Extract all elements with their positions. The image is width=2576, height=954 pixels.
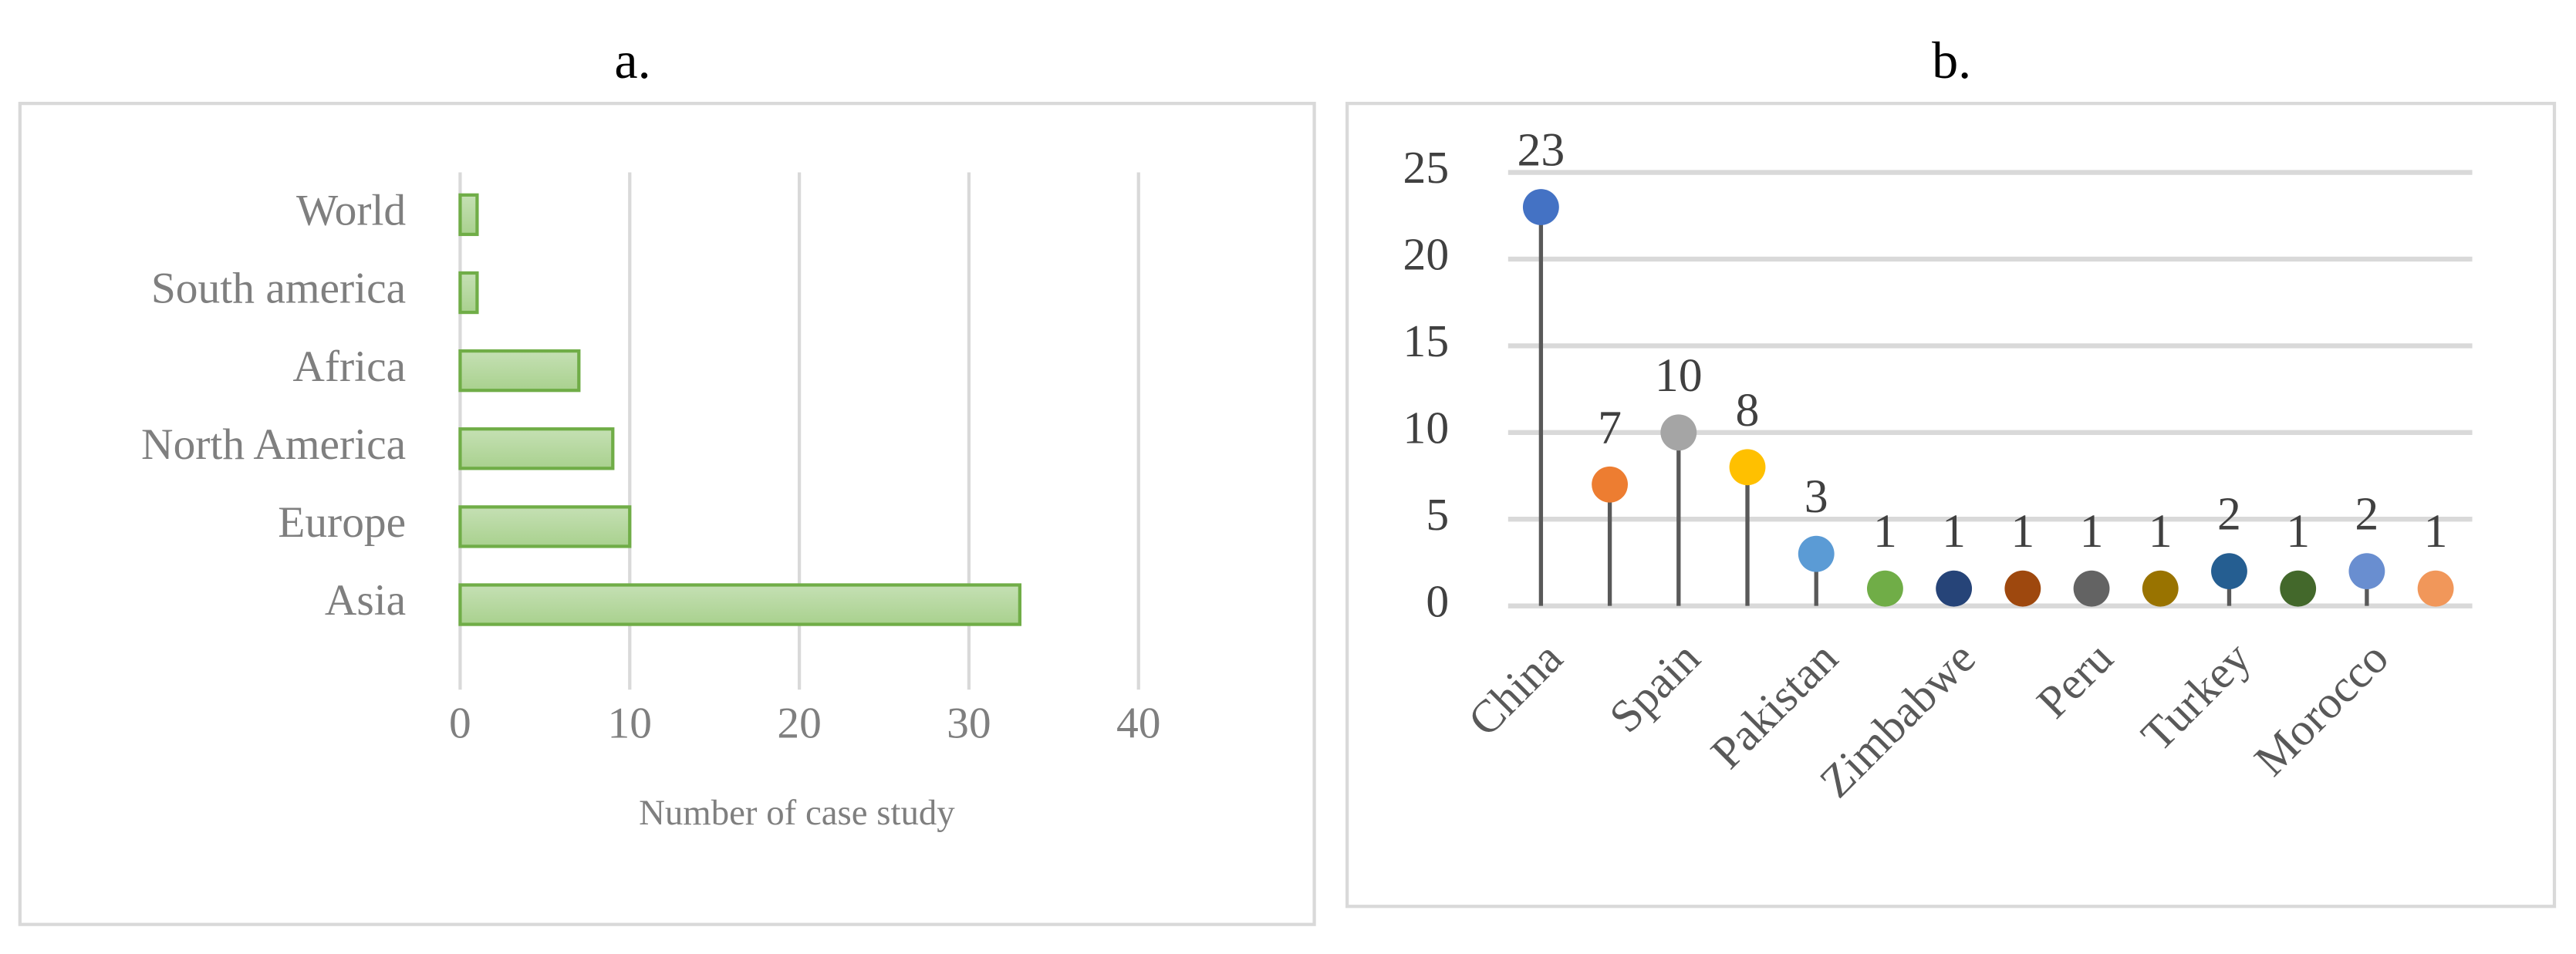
y-tick-label: 20: [1403, 229, 1450, 280]
bar: [458, 193, 479, 237]
y-tick-label: South america: [151, 265, 406, 313]
marker: [1592, 466, 1629, 503]
marker: [2348, 553, 2385, 590]
marker: [2211, 553, 2247, 590]
data-label: 1: [1873, 505, 1897, 558]
data-label: 3: [1805, 470, 1828, 523]
marker: [1798, 535, 1835, 572]
marker: [1522, 189, 1559, 225]
y-tick-label: Asia: [325, 576, 406, 625]
y-tick-label: North America: [141, 420, 406, 469]
data-label: 1: [2286, 505, 2310, 558]
y-tick-label: 5: [1426, 489, 1449, 540]
marker: [2073, 570, 2110, 607]
x-axis-label: Number of case study: [639, 793, 955, 833]
marker: [2280, 570, 2317, 607]
bar: [458, 583, 1022, 626]
data-label: 1: [1942, 505, 1966, 558]
x-tick-label: 40: [1116, 699, 1160, 747]
data-label: 1: [2010, 505, 2034, 558]
chart-title: b.: [1932, 31, 1971, 89]
x-tick-label: 30: [947, 699, 991, 747]
marker: [1936, 570, 1973, 607]
panel-a-frame: [18, 102, 1316, 926]
y-tick-label: 0: [1426, 575, 1449, 626]
y-tick-label: 15: [1403, 315, 1450, 366]
y-tick-label: 10: [1403, 402, 1450, 453]
x-tick-label: 0: [449, 699, 471, 747]
y-tick-label: World: [296, 187, 406, 235]
bar: [458, 427, 615, 470]
y-tick-label: Europe: [278, 498, 406, 547]
marker: [1660, 414, 1697, 451]
y-tick-label: Africa: [292, 342, 406, 391]
data-label: 1: [2424, 505, 2448, 558]
marker: [2142, 570, 2179, 607]
data-label: 2: [2217, 488, 2241, 541]
data-label: 23: [1518, 124, 1565, 177]
panel-b-frame: [1345, 102, 2557, 908]
marker: [1867, 570, 1903, 607]
bar: [458, 349, 581, 393]
chart-title: a.: [614, 31, 650, 89]
marker: [2417, 570, 2454, 607]
data-label: 1: [2080, 505, 2104, 558]
bar: [458, 505, 632, 548]
marker: [1729, 449, 1766, 486]
data-label: 2: [2355, 488, 2378, 541]
bar: [458, 271, 479, 315]
marker: [2004, 570, 2041, 607]
data-label: 7: [1598, 401, 1622, 453]
data-label: 1: [2149, 505, 2173, 558]
x-tick-label: 10: [608, 699, 652, 747]
data-label: 10: [1655, 349, 1703, 402]
data-label: 8: [1736, 384, 1760, 437]
y-tick-label: 25: [1403, 142, 1450, 193]
x-tick-label: 20: [777, 699, 821, 747]
